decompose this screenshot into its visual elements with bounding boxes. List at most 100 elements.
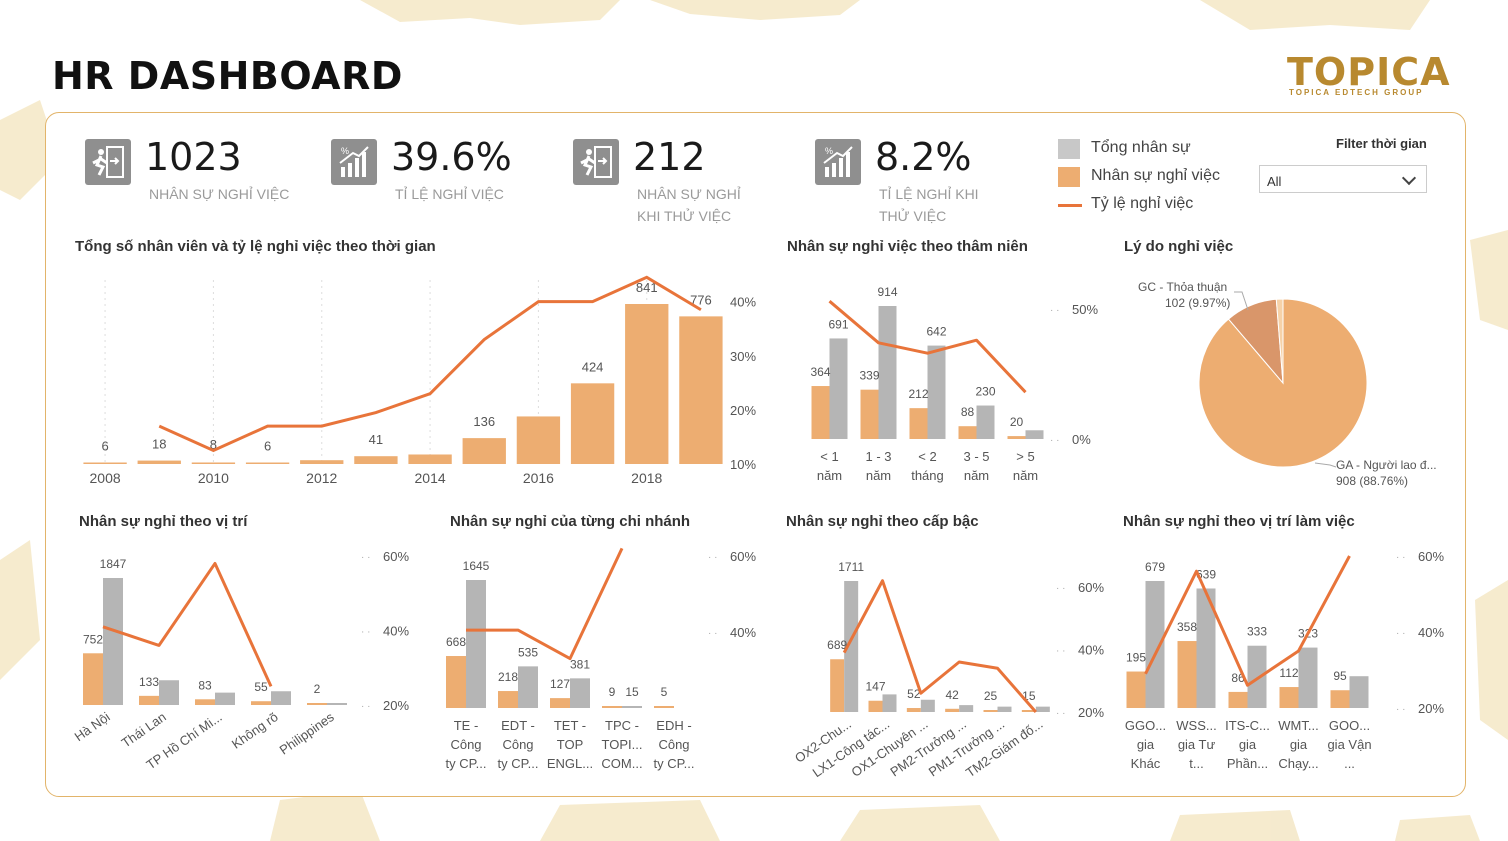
x-tick-label: Công [502,737,533,752]
legend-label: Nhân sự nghỉ việc [1091,167,1220,184]
bar-resigned [408,454,452,464]
rate-line [1144,555,1351,687]
x-tick-label: 2014 [415,470,446,486]
bar-resigned [1330,690,1350,708]
bar-total [518,666,538,708]
data-label: 776 [690,292,712,307]
data-label: 333 [1247,625,1267,639]
data-label: 195 [1126,651,1146,665]
x-tick-label: 2012 [306,470,337,486]
data-label: 358 [1177,620,1197,634]
y2-tick-dots: · · [1056,646,1065,657]
bar-total [976,405,995,439]
bar-resigned [307,703,327,705]
kpi-label: TỈ LỆ NGHỈ VIỆC [395,186,504,202]
chevron-down-icon[interactable] [1401,170,1417,186]
data-label: 41 [369,432,383,447]
bar-resigned [811,386,830,439]
data-label: 42 [945,688,959,702]
pie-value: 102 (9.97%) [1165,296,1230,310]
data-label: 1645 [463,559,490,573]
bar-resigned [1021,710,1036,712]
bar-total [1196,588,1216,708]
x-tick-label: Hà Nội [72,709,113,744]
rate-line [828,300,1027,394]
data-label: 127 [550,677,570,691]
bar-total [829,338,848,439]
y2-tick-label: 60% [730,549,756,564]
y2-tick-dots: · · [1050,305,1059,316]
data-label: 5 [661,685,668,699]
bar-total [103,578,123,705]
x-tick-label: < 2 [918,449,936,464]
x-tick-label: gia [1137,737,1155,752]
kpi-value: 8.2% [875,135,972,179]
leader-line [1234,291,1249,311]
chart-title-level: Nhân sự nghỉ theo cấp bậc [786,513,979,530]
time-filter-dropdown[interactable]: All [1259,165,1427,193]
bar-total [997,706,1012,712]
bar-resigned [570,383,615,464]
y2-tick-dots: · · [1056,708,1065,719]
bar-resigned [909,408,928,439]
kpi-value: 39.6% [391,135,512,179]
data-label: 230 [975,385,995,399]
y2-tick-label: 20% [1418,701,1444,716]
pie-slice [1275,298,1284,384]
x-tick-label: ty CP... [446,756,487,771]
x-tick-label: TOP [557,737,584,752]
x-tick-label: năm [964,468,989,483]
data-label: 83 [198,678,212,692]
chart-title-time: Tổng số nhân viên và tỷ lệ nghỉ việc the… [75,238,436,255]
exit-running-icon [85,139,131,185]
y2-tick-dots: · · [708,628,717,639]
bar-total [466,580,486,708]
x-tick-label: năm [1013,468,1038,483]
x-tick-label: ty CP... [498,756,539,771]
data-label: 52 [907,687,921,701]
bar-resigned [1007,436,1026,439]
kpi-value: 1023 [145,135,242,179]
bar-total [1298,647,1318,708]
y2-tick-dots: · · [361,701,370,712]
x-tick-label: WMT... [1278,718,1318,733]
data-label: 642 [926,325,946,339]
data-label: 15 [625,685,639,699]
y2-tick-label: 30% [730,349,756,364]
bar-total [159,680,179,705]
x-tick-label: gia [1239,737,1257,752]
pie-label: GA - Người lao đ... [1336,458,1437,472]
bar-resigned [251,701,271,705]
bar-resigned [83,653,103,705]
leader-line [1314,462,1337,468]
bar-total [1035,706,1050,712]
bar-resigned [498,691,518,708]
y2-tick-dots: · · [708,552,717,563]
y2-tick-dots: · · [1050,435,1059,446]
chart-title-branch: Nhân sự nghỉ của từng chi nhánh [450,513,691,530]
y2-tick-label: 40% [1078,643,1104,658]
growth-chart-icon: % [815,139,861,185]
bar-resigned [550,698,570,708]
x-tick-label: năm [866,468,891,483]
bar-total [882,694,897,712]
legend-swatch [1058,167,1080,187]
y2-tick-label: 40% [730,295,756,310]
pie-label: GC - Thỏa thuận [1138,280,1227,294]
y2-tick-label: 60% [1078,580,1104,595]
bar-total [959,705,974,712]
data-label: 55 [254,680,268,694]
data-label: 218 [498,670,518,684]
kpi-value: 212 [633,135,706,179]
y2-tick-label: 40% [383,624,409,639]
x-tick-label: Thái Lan [119,709,169,750]
bar-total [927,345,946,439]
data-label: 20 [1010,415,1024,429]
x-tick-label: gia [1290,737,1308,752]
bar-total [1025,430,1044,439]
svg-text:%: % [341,146,349,156]
data-label: 668 [446,635,466,649]
bar-resigned [868,700,883,712]
